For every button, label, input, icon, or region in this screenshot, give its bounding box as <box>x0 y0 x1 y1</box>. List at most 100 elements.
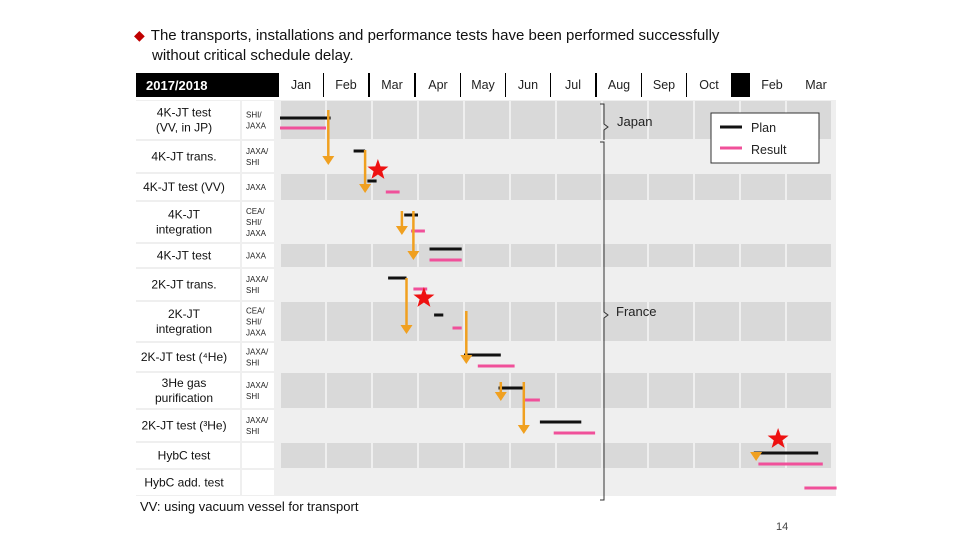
month-cell <box>649 302 693 341</box>
task-label: integration <box>156 322 212 336</box>
month-label: Mar <box>381 78 403 92</box>
task-cell <box>136 443 240 468</box>
month-cell <box>787 343 831 371</box>
month-cell <box>419 443 463 468</box>
responsible-label: JAXA <box>246 183 267 192</box>
resp-cell <box>242 373 274 408</box>
month-label: Jan <box>291 78 311 92</box>
month-cell <box>695 302 739 341</box>
month-cell <box>419 174 463 200</box>
task-cell <box>136 101 240 139</box>
month-cell <box>649 269 693 300</box>
month-cell <box>281 443 325 468</box>
responsible-label: SHI <box>246 392 259 401</box>
task-cell <box>136 269 240 300</box>
month-cell <box>695 244 739 267</box>
month-cell <box>557 244 601 267</box>
transition-arrow-head <box>460 355 473 364</box>
task-cell <box>136 174 240 200</box>
task-label: purification <box>155 391 213 405</box>
responsible-label: SHI <box>246 359 259 368</box>
month-cell <box>419 343 463 371</box>
month-cell <box>557 373 601 408</box>
month-cell <box>695 269 739 300</box>
month-cell <box>419 202 463 242</box>
month-cell <box>281 269 325 300</box>
month-cell <box>327 373 371 408</box>
month-cell <box>511 470 555 495</box>
month-cell <box>695 443 739 468</box>
month-cell <box>511 174 555 200</box>
month-cell <box>327 302 371 341</box>
responsible-label: JAXA/ <box>246 275 269 284</box>
month-cell <box>557 269 601 300</box>
month-cell <box>557 302 601 341</box>
month-cell <box>603 141 647 172</box>
month-label: Feb <box>335 78 357 92</box>
month-cell <box>787 470 831 495</box>
month-cell <box>603 343 647 371</box>
resp-cell <box>242 174 274 200</box>
month-cell <box>603 302 647 341</box>
month-cell <box>603 244 647 267</box>
task-cell <box>136 470 240 495</box>
task-label: 4K-JT <box>168 208 201 222</box>
month-cell <box>649 373 693 408</box>
month-cell <box>741 202 785 242</box>
month-cell <box>327 410 371 441</box>
month-cell <box>557 141 601 172</box>
transition-arrow-head <box>750 452 763 461</box>
month-cell <box>695 343 739 371</box>
task-label: (VV, in JP) <box>156 121 212 135</box>
month-cell <box>419 410 463 441</box>
month-cell <box>373 470 417 495</box>
month-cell <box>465 202 509 242</box>
milestone-star-icon <box>413 287 435 307</box>
month-cell <box>695 410 739 441</box>
task-cell <box>136 141 240 172</box>
brace-japan <box>600 103 609 140</box>
month-cell <box>327 343 371 371</box>
task-label: HybC test <box>158 449 211 463</box>
month-cell <box>557 343 601 371</box>
month-label: Aug <box>608 78 630 92</box>
transition-arrow-head <box>322 156 335 165</box>
month-cell <box>373 343 417 371</box>
resp-cell <box>242 302 274 341</box>
month-cell <box>511 302 555 341</box>
responsible-label: JAXA/ <box>246 381 269 390</box>
responsible-label: JAXA/ <box>246 348 269 357</box>
month-cell <box>373 101 417 139</box>
month-cell <box>373 373 417 408</box>
month-cell <box>787 410 831 441</box>
resp-cell <box>242 269 274 300</box>
month-cell <box>603 101 647 139</box>
month-header-cell <box>551 73 595 97</box>
month-cell <box>373 410 417 441</box>
footnote: VV: using vacuum vessel for transport <box>140 499 359 514</box>
resp-cell <box>242 141 274 172</box>
month-cell <box>465 101 509 139</box>
month-cell <box>419 373 463 408</box>
headline-line1: The transports, installations and perfor… <box>150 27 720 44</box>
task-label: 2K-JT trans. <box>151 278 216 292</box>
month-cell <box>741 269 785 300</box>
month-cell <box>557 174 601 200</box>
month-cell <box>465 302 509 341</box>
month-cell <box>327 141 371 172</box>
month-cell <box>603 202 647 242</box>
month-cell <box>465 470 509 495</box>
month-header-cell <box>687 73 731 97</box>
period-label: 2017/2018 <box>146 78 207 93</box>
month-header-cell <box>461 73 505 97</box>
month-cell <box>787 373 831 408</box>
month-cell <box>557 410 601 441</box>
month-header-cell <box>416 73 460 97</box>
month-cell <box>373 202 417 242</box>
month-cell <box>603 443 647 468</box>
milestone-star-icon <box>367 159 389 179</box>
month-cell <box>281 202 325 242</box>
task-label: 4K-JT test <box>157 249 212 263</box>
month-cell <box>327 244 371 267</box>
